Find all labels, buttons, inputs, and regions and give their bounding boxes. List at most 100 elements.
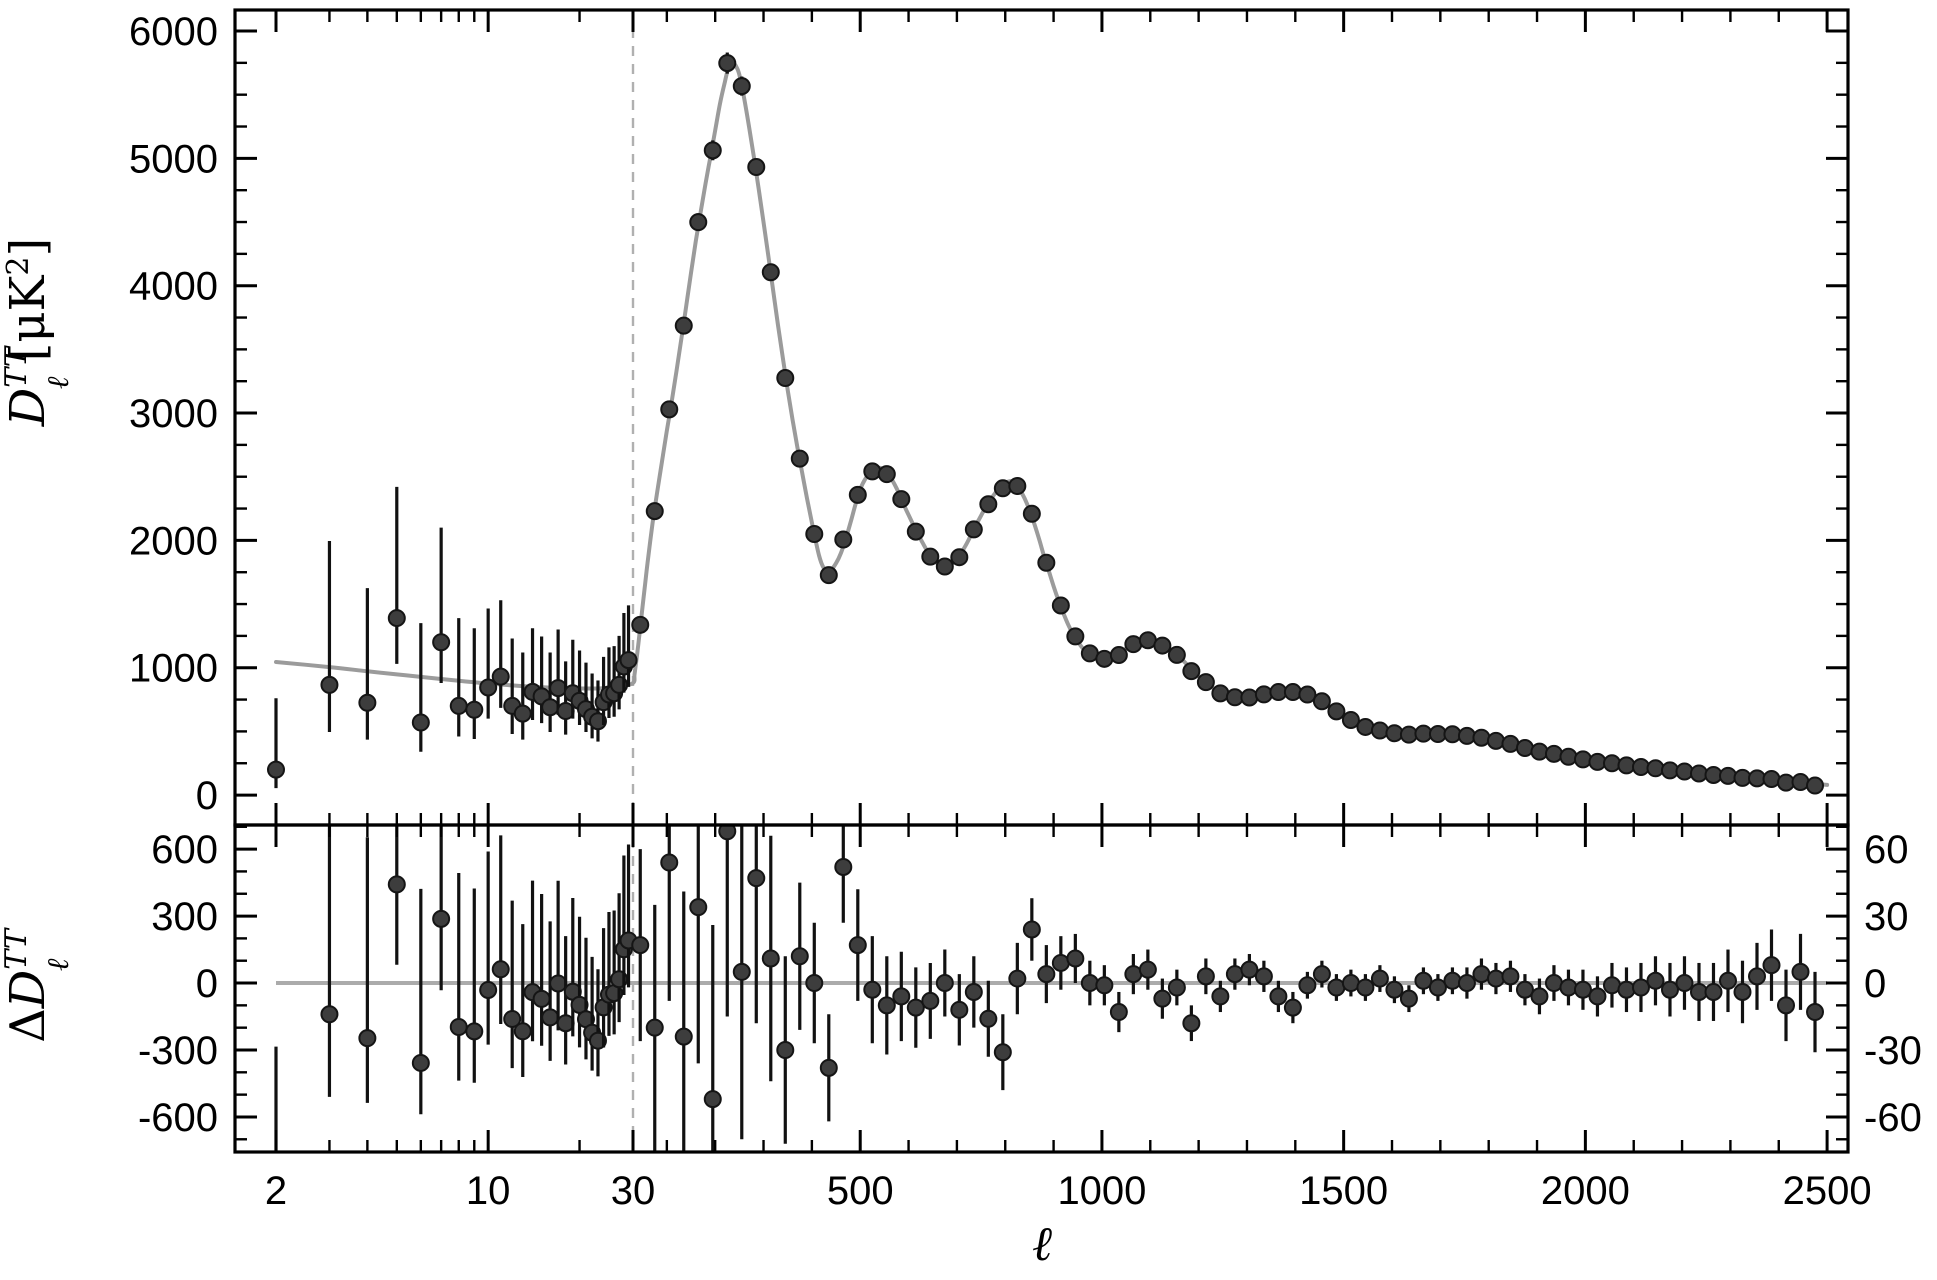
- data-point: [1530, 987, 1549, 1006]
- data-point: [950, 1000, 969, 1019]
- data-point: [732, 77, 751, 96]
- top-panel-data-points: [266, 52, 1825, 795]
- data-point: [1385, 724, 1404, 743]
- data-point: [449, 1018, 468, 1037]
- data-point: [964, 982, 983, 1001]
- data-point: [1718, 766, 1737, 785]
- data-point: [532, 989, 551, 1008]
- data-point: [1167, 645, 1186, 664]
- data-point: [1008, 969, 1027, 988]
- data-point: [776, 1040, 795, 1059]
- data-point: [877, 465, 896, 484]
- data-point: [718, 825, 737, 841]
- data-point: [1747, 967, 1766, 986]
- x-axis-title: ℓ: [1032, 1216, 1052, 1272]
- data-point: [1022, 504, 1041, 523]
- data-point: [645, 502, 664, 521]
- data-point: [1312, 965, 1331, 984]
- data-point: [1559, 747, 1578, 766]
- data-point: [747, 869, 766, 888]
- data-point: [863, 462, 882, 481]
- data-point: [921, 991, 940, 1010]
- data-point: [1457, 974, 1476, 993]
- data-point: [819, 1058, 838, 1077]
- data-point: [631, 936, 650, 955]
- data-point: [1269, 987, 1288, 1006]
- data-point: [993, 479, 1012, 498]
- y-tick-label-top: 4000: [129, 265, 218, 309]
- data-point: [541, 1008, 560, 1027]
- data-point: [1704, 982, 1723, 1001]
- data-point: [411, 1053, 430, 1072]
- data-point: [645, 1018, 664, 1037]
- data-point: [1283, 683, 1302, 702]
- data-point: [387, 609, 406, 628]
- data-point: [320, 1005, 339, 1024]
- data-point: [1254, 685, 1273, 704]
- data-point: [660, 853, 679, 872]
- y-tick-label-bottom-right: -30: [1864, 1029, 1922, 1073]
- data-point: [1791, 772, 1810, 791]
- data-point: [449, 696, 468, 715]
- y-tick-label-top: 0: [196, 774, 218, 818]
- data-point: [1211, 684, 1230, 703]
- data-point: [1544, 744, 1563, 763]
- data-point: [1109, 646, 1128, 665]
- data-point: [805, 525, 824, 544]
- y-axis-title-bottom: ΔDTT ℓ: [0, 927, 76, 1043]
- data-point: [1066, 627, 1085, 646]
- data-point: [1356, 717, 1375, 736]
- data-point: [1762, 770, 1781, 789]
- data-point: [964, 520, 983, 539]
- x-tick-label: 2: [265, 1169, 287, 1213]
- data-point: [549, 679, 568, 698]
- data-point: [1515, 739, 1534, 758]
- data-point: [619, 651, 638, 670]
- data-point: [1066, 949, 1085, 968]
- data-point: [411, 713, 430, 732]
- data-point: [1370, 969, 1389, 988]
- data-point: [877, 996, 896, 1015]
- x-tick-label: 30: [611, 1169, 656, 1213]
- bottom-panel-border: [233, 823, 1850, 1154]
- data-point: [1501, 967, 1520, 986]
- data-point: [1646, 971, 1665, 990]
- data-point: [631, 615, 650, 634]
- data-point: [1008, 477, 1027, 496]
- axis-ticks: [235, 10, 1848, 1152]
- data-point: [1806, 776, 1825, 795]
- data-point: [1138, 960, 1157, 979]
- data-point: [747, 158, 766, 177]
- data-point: [1718, 971, 1737, 990]
- data-point: [776, 369, 795, 388]
- data-point: [1283, 998, 1302, 1017]
- data-point: [1486, 969, 1505, 988]
- x-tick-label: 2000: [1541, 1169, 1630, 1213]
- data-point: [1660, 980, 1679, 999]
- data-point: [549, 974, 568, 993]
- data-point: [1617, 756, 1636, 775]
- data-point: [1428, 978, 1447, 997]
- data-point: [892, 987, 911, 1006]
- y-tick-label-bottom-right: 60: [1864, 828, 1909, 872]
- data-point: [1298, 685, 1317, 704]
- data-point: [1617, 980, 1636, 999]
- data-point: [718, 54, 737, 73]
- y-axis-title-top: DTT ℓ [μK2]: [0, 238, 76, 427]
- data-point: [1196, 673, 1215, 692]
- y-tick-label-bottom-left: -600: [138, 1096, 218, 1140]
- data-point: [1240, 960, 1259, 979]
- data-point: [1777, 996, 1796, 1015]
- data-point: [479, 980, 498, 999]
- y-tick-label-top: 3000: [129, 392, 218, 436]
- data-point: [1385, 980, 1404, 999]
- data-point: [1791, 962, 1810, 981]
- data-point: [674, 316, 693, 335]
- data-point: [1298, 976, 1317, 995]
- data-point: [689, 213, 708, 232]
- x-tick-label: 500: [827, 1169, 894, 1213]
- data-point: [513, 1022, 532, 1041]
- data-point: [703, 1090, 722, 1109]
- y-tick-label-top: 6000: [129, 10, 218, 54]
- data-point: [479, 678, 498, 697]
